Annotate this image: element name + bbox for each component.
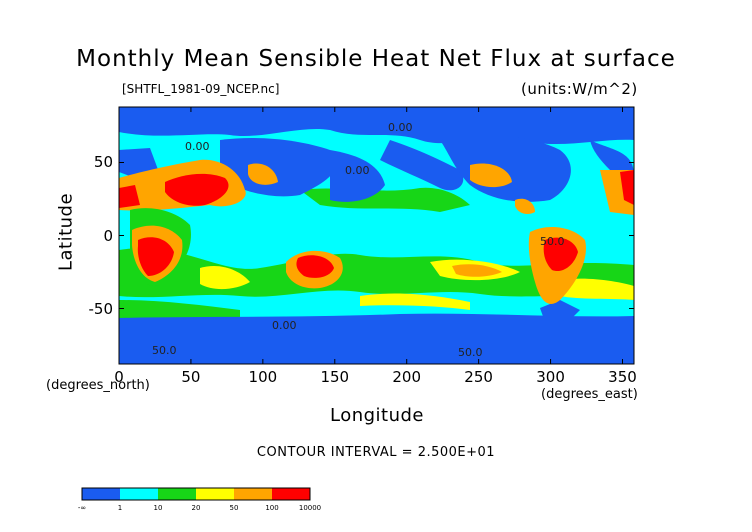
- x-tick-label: 250: [464, 368, 493, 386]
- region-north-pacific: [380, 140, 464, 191]
- x-tick-label: 150: [320, 368, 350, 386]
- x-tick-label: 100: [248, 368, 278, 386]
- region-arctic: [119, 107, 634, 145]
- contour-label: 50.0: [152, 344, 177, 357]
- legend-swatch: [196, 488, 234, 500]
- region-antarctic-coast: [119, 334, 634, 364]
- region-southwest-usa: [620, 170, 634, 205]
- x-tick-label: 200: [392, 368, 422, 386]
- region-sahara-arabia: [165, 173, 229, 206]
- y-unit-label: (degrees_north): [46, 378, 150, 393]
- contour-label: 0.00: [185, 140, 210, 153]
- legend-swatch: [82, 488, 120, 500]
- legend-swatch: [158, 488, 196, 500]
- x-axis-label: Longitude: [329, 405, 425, 426]
- x-tick-label: 350: [608, 368, 637, 386]
- region-mexico-orange: [515, 198, 535, 214]
- x-unit-label: (degrees_east): [541, 387, 638, 402]
- region-west-sahara: [119, 185, 140, 208]
- legend-boundary-label: 100: [265, 504, 279, 512]
- y-tick-label: -50: [88, 299, 114, 318]
- y-tick-label: 0: [103, 226, 113, 245]
- x-tick-label: 300: [536, 368, 565, 386]
- x-tick-label: 0: [114, 368, 124, 386]
- region-north-atlantic: [590, 140, 634, 175]
- region-australia-interior: [296, 255, 334, 278]
- band-yellow-southatlantic: [560, 278, 634, 300]
- legend-frame: [81, 487, 311, 501]
- chart-title: Monthly Mean Sensible Heat Net Flux at s…: [76, 46, 676, 72]
- band-green-southwest: [119, 300, 240, 322]
- region-asia: [220, 138, 337, 197]
- band-yellow-southern: [360, 293, 470, 310]
- region-north-america: [440, 134, 571, 202]
- legend-boundary-label: 50: [229, 504, 239, 512]
- legend-boundary-label: 1: [117, 504, 123, 512]
- region-brazil: [543, 237, 578, 272]
- region-east-asia: [330, 150, 385, 202]
- units-label: (units:W/m^2): [521, 80, 638, 98]
- region-southern-africa: [137, 237, 174, 276]
- region-north-america-orange: [470, 163, 512, 188]
- region-southern-ocean-south-america: [540, 300, 580, 322]
- band-green-tropics: [119, 248, 634, 300]
- heatmap-field: [119, 107, 634, 364]
- legend-boundary-label: 20: [191, 504, 201, 512]
- band-orange-pacific: [452, 264, 502, 277]
- contour-label: 50.0: [458, 346, 483, 359]
- legend-swatch: [234, 488, 272, 500]
- band-yellow-indian: [200, 265, 250, 290]
- contour-label: 50.0: [540, 235, 565, 248]
- contour-label: 0.00: [345, 164, 370, 177]
- region-east-asia-orange: [248, 163, 278, 185]
- y-tick-label: 50: [93, 153, 113, 172]
- x-tick-label: 50: [181, 368, 201, 386]
- contour-label: 0.00: [388, 121, 413, 134]
- x-axis-ticks: [118, 107, 623, 364]
- contour-interval-text: CONTOUR INTERVAL = 2.500E+01: [256, 445, 496, 460]
- legend-boundary-label: -∞: [77, 504, 87, 512]
- dataset-filename: [SHTFL_1981-09_NCEP.nc]: [122, 82, 280, 96]
- legend-swatch: [120, 488, 158, 500]
- y-axis-ticks: [119, 161, 634, 310]
- legend-swatch: [272, 488, 310, 500]
- contour-label: 0.00: [272, 319, 297, 332]
- legend-boundary-label: 10: [153, 504, 163, 512]
- legend-boundary-label: 10000: [298, 504, 322, 512]
